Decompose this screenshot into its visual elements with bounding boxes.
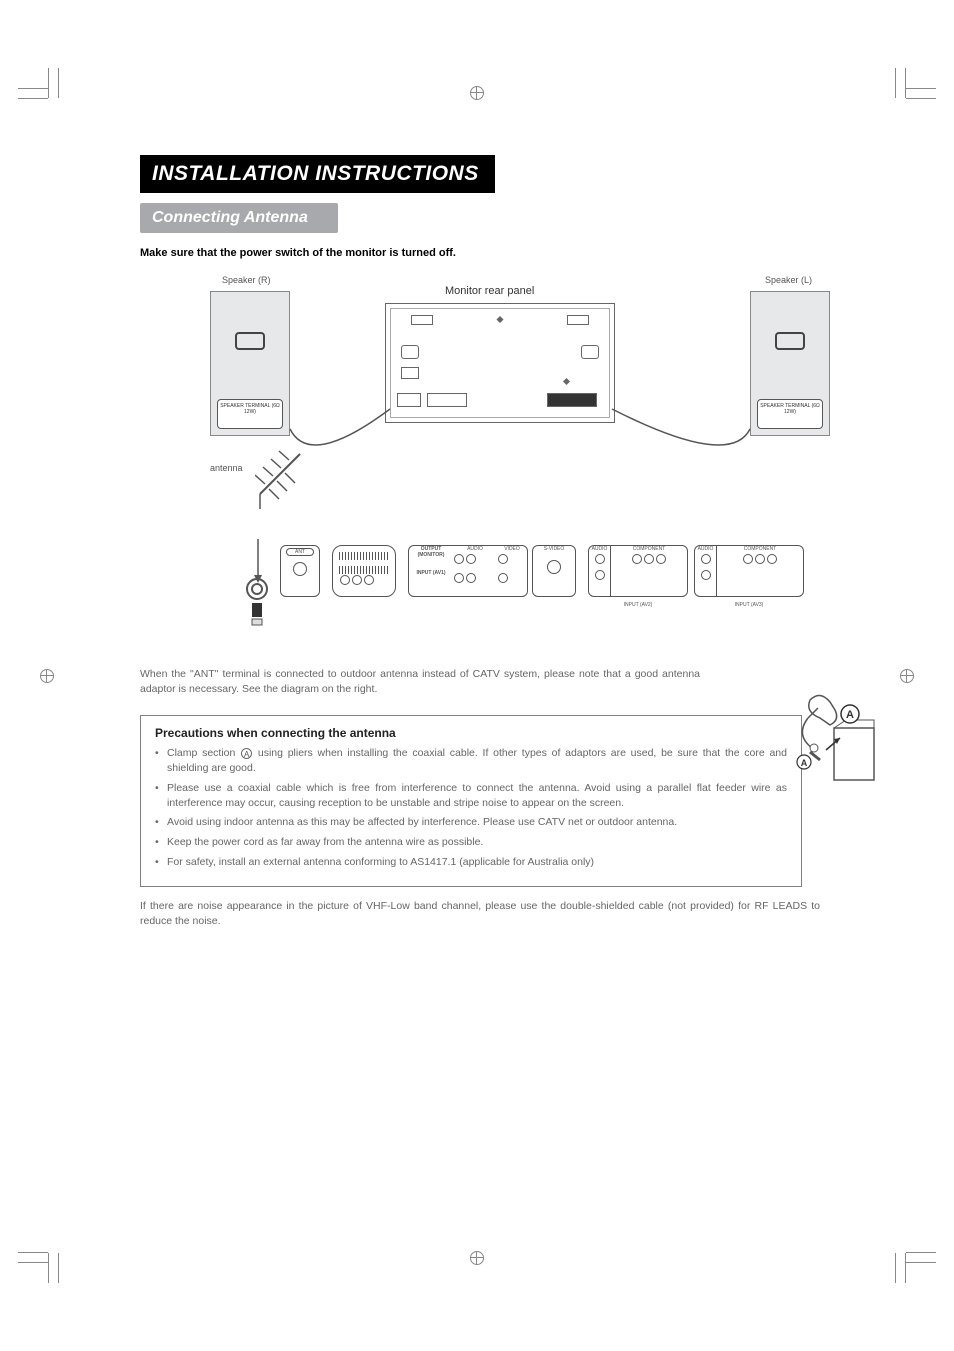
- precautions-heading: Precautions when connecting the antenna: [155, 726, 787, 740]
- antenna-label: antenna: [210, 463, 243, 473]
- registration-mark: [470, 1251, 484, 1265]
- crop-mark: [18, 88, 48, 89]
- subsection-title-text: Connecting Antenna: [152, 209, 308, 226]
- subsection-title: Connecting Antenna: [140, 203, 338, 233]
- crop-mark: [895, 68, 896, 98]
- section-title-text: INSTALLATION INSTRUCTIONS: [152, 162, 479, 185]
- precaution-text-0: Clamp section A using pliers when instal…: [167, 747, 787, 774]
- crop-mark: [906, 1262, 936, 1263]
- input-output-panel-icon: ANT OUTPUT (MONITOR) INPUT (AV1) AUDIO: [270, 541, 830, 611]
- input-av3-label: INPUT (AV3): [695, 602, 803, 608]
- crop-mark: [905, 68, 906, 98]
- crop-mark: [48, 68, 49, 98]
- crop-mark: [906, 1252, 936, 1253]
- registration-mark: [900, 669, 914, 683]
- precautions-box: Precautions when connecting the antenna …: [140, 715, 802, 887]
- vhf-noise-note: If there are noise appearance in the pic…: [140, 899, 820, 929]
- power-off-instruction: Make sure that the power switch of the m…: [140, 247, 830, 259]
- section-title: INSTALLATION INSTRUCTIONS: [140, 155, 495, 193]
- crop-mark: [18, 1252, 48, 1253]
- precaution-item: Please use a coaxial cable which is free…: [155, 781, 787, 810]
- connection-diagram: Speaker (R) Speaker (L) Monitor rear pan…: [140, 279, 830, 649]
- output-label: OUTPUT (MONITOR): [409, 546, 453, 558]
- crop-mark: [58, 1253, 59, 1283]
- input-av1-label: INPUT (AV1): [409, 570, 453, 576]
- crop-mark: [906, 88, 936, 89]
- crop-mark: [895, 1253, 896, 1283]
- adaptor-badge-a: A: [846, 709, 854, 721]
- antenna-adaptor-icon: A A: [790, 690, 880, 810]
- ant-connector-icon: [242, 539, 272, 619]
- antenna-icon: [255, 449, 315, 509]
- crop-mark: [906, 98, 936, 99]
- crop-mark: [48, 1253, 49, 1283]
- antenna-adaptor-note: When the "ANT" terminal is connected to …: [140, 667, 700, 697]
- crop-mark: [18, 98, 48, 99]
- page-content: INSTALLATION INSTRUCTIONS Connecting Ant…: [140, 155, 830, 930]
- crop-mark: [58, 68, 59, 98]
- precaution-item: Keep the power cord as far away from the…: [155, 835, 787, 850]
- precaution-item: For safety, install an external antenna …: [155, 855, 787, 870]
- precaution-item: Avoid using indoor antenna as this may b…: [155, 815, 787, 830]
- registration-mark: [470, 86, 484, 100]
- crop-mark: [905, 1253, 906, 1283]
- ant-port-label: ANT: [286, 548, 314, 556]
- precautions-list: Clamp section A using pliers when instal…: [155, 746, 787, 869]
- svg-text:A: A: [801, 758, 808, 768]
- registration-mark: [40, 669, 54, 683]
- crop-mark: [18, 1262, 48, 1263]
- input-av2-label: INPUT (AV2): [589, 602, 687, 608]
- precaution-item: Clamp section A using pliers when instal…: [155, 746, 787, 775]
- circled-a-icon: A: [241, 748, 252, 759]
